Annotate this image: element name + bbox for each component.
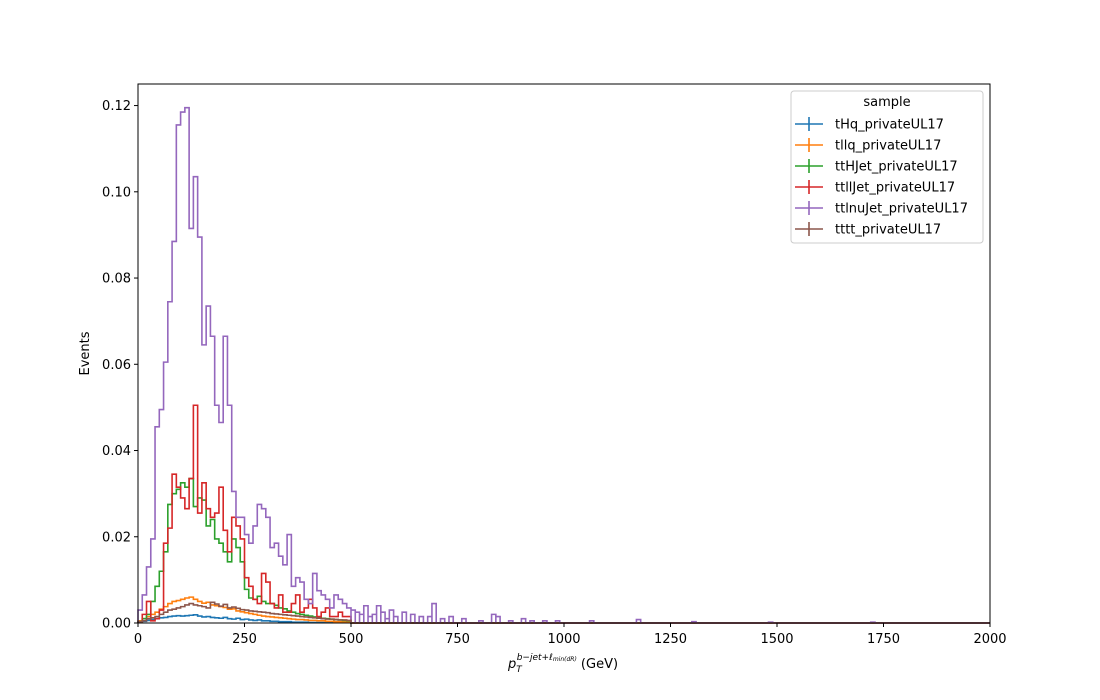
- y-tick-label: 0.12: [102, 99, 131, 114]
- legend-item: ttlnuJet_privateUL17: [795, 201, 968, 217]
- y-tick-label: 0.02: [102, 530, 131, 545]
- x-tick-label: 2000: [973, 632, 1006, 647]
- legend-label: tttt_privateUL17: [835, 223, 941, 238]
- y-tick-label: 0.08: [102, 272, 131, 287]
- legend-title: sample: [863, 95, 910, 110]
- histogram-series-1: [137, 596, 990, 624]
- y-tick-label: 0.10: [102, 185, 131, 200]
- x-tick-label: 0: [134, 632, 142, 647]
- x-label-sub: T: [516, 665, 523, 675]
- x-tick-label: 1250: [654, 632, 687, 647]
- x-label-unit: (GeV): [577, 657, 618, 672]
- x-axis-ticks: 0 250 500 750 1000 1250 1500 1750 2000: [134, 623, 1007, 647]
- histogram-series-0: [137, 614, 990, 624]
- x-tick-label: 1750: [867, 632, 900, 647]
- y-tick-label: 0.04: [102, 444, 131, 459]
- legend-label: tllq_privateUL17: [835, 139, 941, 154]
- legend-item: ttllJet_privateUL17: [795, 180, 955, 196]
- legend: sample tHq_privateUL17 tllq_privateUL17 ttH…: [790, 90, 984, 244]
- x-label-sup2: min(dR): [553, 656, 577, 663]
- histogram-series-2: [137, 477, 990, 624]
- x-tick-label: 250: [232, 632, 257, 647]
- legend-item: tttt_privateUL17: [795, 222, 941, 238]
- legend-label: ttllJet_privateUL17: [835, 181, 955, 196]
- legend-item: tllq_privateUL17: [795, 138, 941, 154]
- x-label-sup: b−jet+ℓ: [517, 653, 553, 663]
- x-tick-label: 500: [339, 632, 364, 647]
- x-axis-label: pTb−jet+ℓmin(dR) (GeV): [507, 653, 618, 675]
- legend-label: tHq_privateUL17: [835, 118, 944, 133]
- legend-label: ttlnuJet_privateUL17: [835, 202, 968, 217]
- histogram-series-5: [137, 601, 990, 624]
- x-label-base: p: [507, 657, 516, 672]
- legend-item: ttHJet_privateUL17: [795, 159, 958, 175]
- x-tick-label: 1000: [547, 632, 580, 647]
- legend-label: ttHJet_privateUL17: [835, 160, 958, 175]
- y-axis-ticks: 0.00 0.02 0.04 0.06 0.08 0.10 0.12: [102, 99, 138, 632]
- x-tick-label: 750: [445, 632, 470, 647]
- y-axis-label: Events: [78, 331, 93, 375]
- histogram-series-3: [137, 404, 990, 624]
- y-tick-label: 0.00: [102, 617, 131, 632]
- y-tick-label: 0.06: [102, 358, 131, 373]
- histogram-lines: [137, 106, 990, 624]
- legend-box: [790, 90, 984, 244]
- legend-item: tHq_privateUL17: [795, 117, 944, 133]
- x-tick-label: 1500: [760, 632, 793, 647]
